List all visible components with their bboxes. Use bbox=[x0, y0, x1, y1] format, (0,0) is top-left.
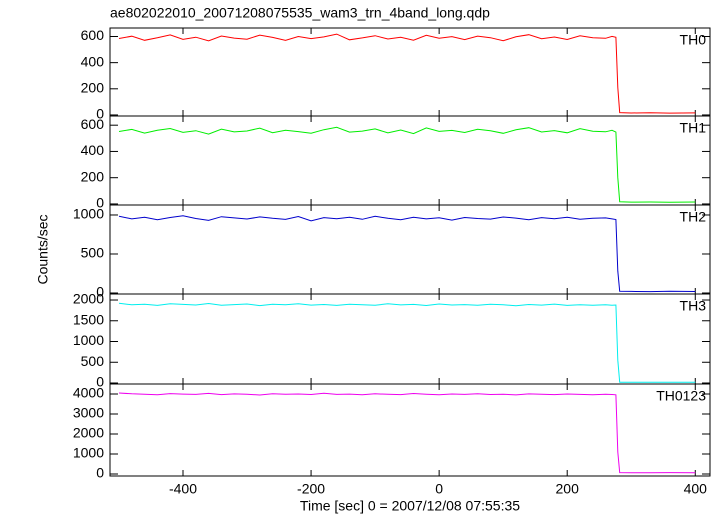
y-tick-label: 0 bbox=[96, 284, 104, 300]
y-tick-label: 0 bbox=[96, 374, 104, 390]
y-tick-label: 1000 bbox=[73, 206, 104, 222]
y-tick-label: 200 bbox=[81, 80, 105, 96]
y-tick-label: 1000 bbox=[73, 445, 104, 461]
panel-label: TH3 bbox=[680, 298, 707, 314]
panel-label: TH1 bbox=[680, 120, 707, 136]
y-tick-label: 3000 bbox=[73, 405, 104, 421]
y-axis-label: Counts/sec bbox=[35, 214, 51, 284]
panel-label: TH0123 bbox=[656, 388, 706, 404]
panel-frame bbox=[109, 27, 711, 117]
light-curve bbox=[118, 392, 696, 474]
y-tick-label: 2000 bbox=[73, 291, 104, 307]
light-curve bbox=[118, 33, 696, 114]
panel-frame bbox=[109, 115, 711, 206]
panel-label: TH0 bbox=[680, 32, 707, 48]
y-tick-label: 600 bbox=[81, 27, 105, 43]
y-tick-label: 4000 bbox=[73, 385, 104, 401]
x-tick-label: -400 bbox=[169, 481, 197, 497]
panel-frame bbox=[109, 293, 711, 385]
chart-title: ae802022010_20071208075535_wam3_trn_4ban… bbox=[110, 5, 490, 21]
y-tick-label: 2000 bbox=[73, 425, 104, 441]
light-curve bbox=[118, 302, 696, 383]
y-tick-label: 500 bbox=[81, 245, 105, 261]
x-axis-label: Time [sec] 0 = 2007/12/08 07:55:35 bbox=[300, 498, 520, 514]
y-tick-label: 1000 bbox=[73, 332, 104, 348]
y-tick-label: 1500 bbox=[73, 311, 104, 327]
x-tick-label: 400 bbox=[684, 481, 708, 497]
y-tick-label: 400 bbox=[81, 142, 105, 158]
x-tick-label: -200 bbox=[297, 481, 325, 497]
y-tick-label: 0 bbox=[96, 106, 104, 122]
panel-frame bbox=[109, 383, 711, 477]
y-tick-label: 400 bbox=[81, 53, 105, 69]
y-tick-label: 200 bbox=[81, 168, 105, 184]
y-tick-label: 0 bbox=[96, 465, 104, 481]
light-curve bbox=[118, 126, 696, 203]
y-tick-label: 500 bbox=[81, 353, 105, 369]
panel-label: TH2 bbox=[680, 209, 707, 225]
x-tick-label: 200 bbox=[556, 481, 580, 497]
y-tick-label: 600 bbox=[81, 116, 105, 132]
x-tick-label: 0 bbox=[435, 481, 443, 497]
y-tick-label: 0 bbox=[96, 195, 104, 211]
light-curve bbox=[118, 215, 696, 293]
